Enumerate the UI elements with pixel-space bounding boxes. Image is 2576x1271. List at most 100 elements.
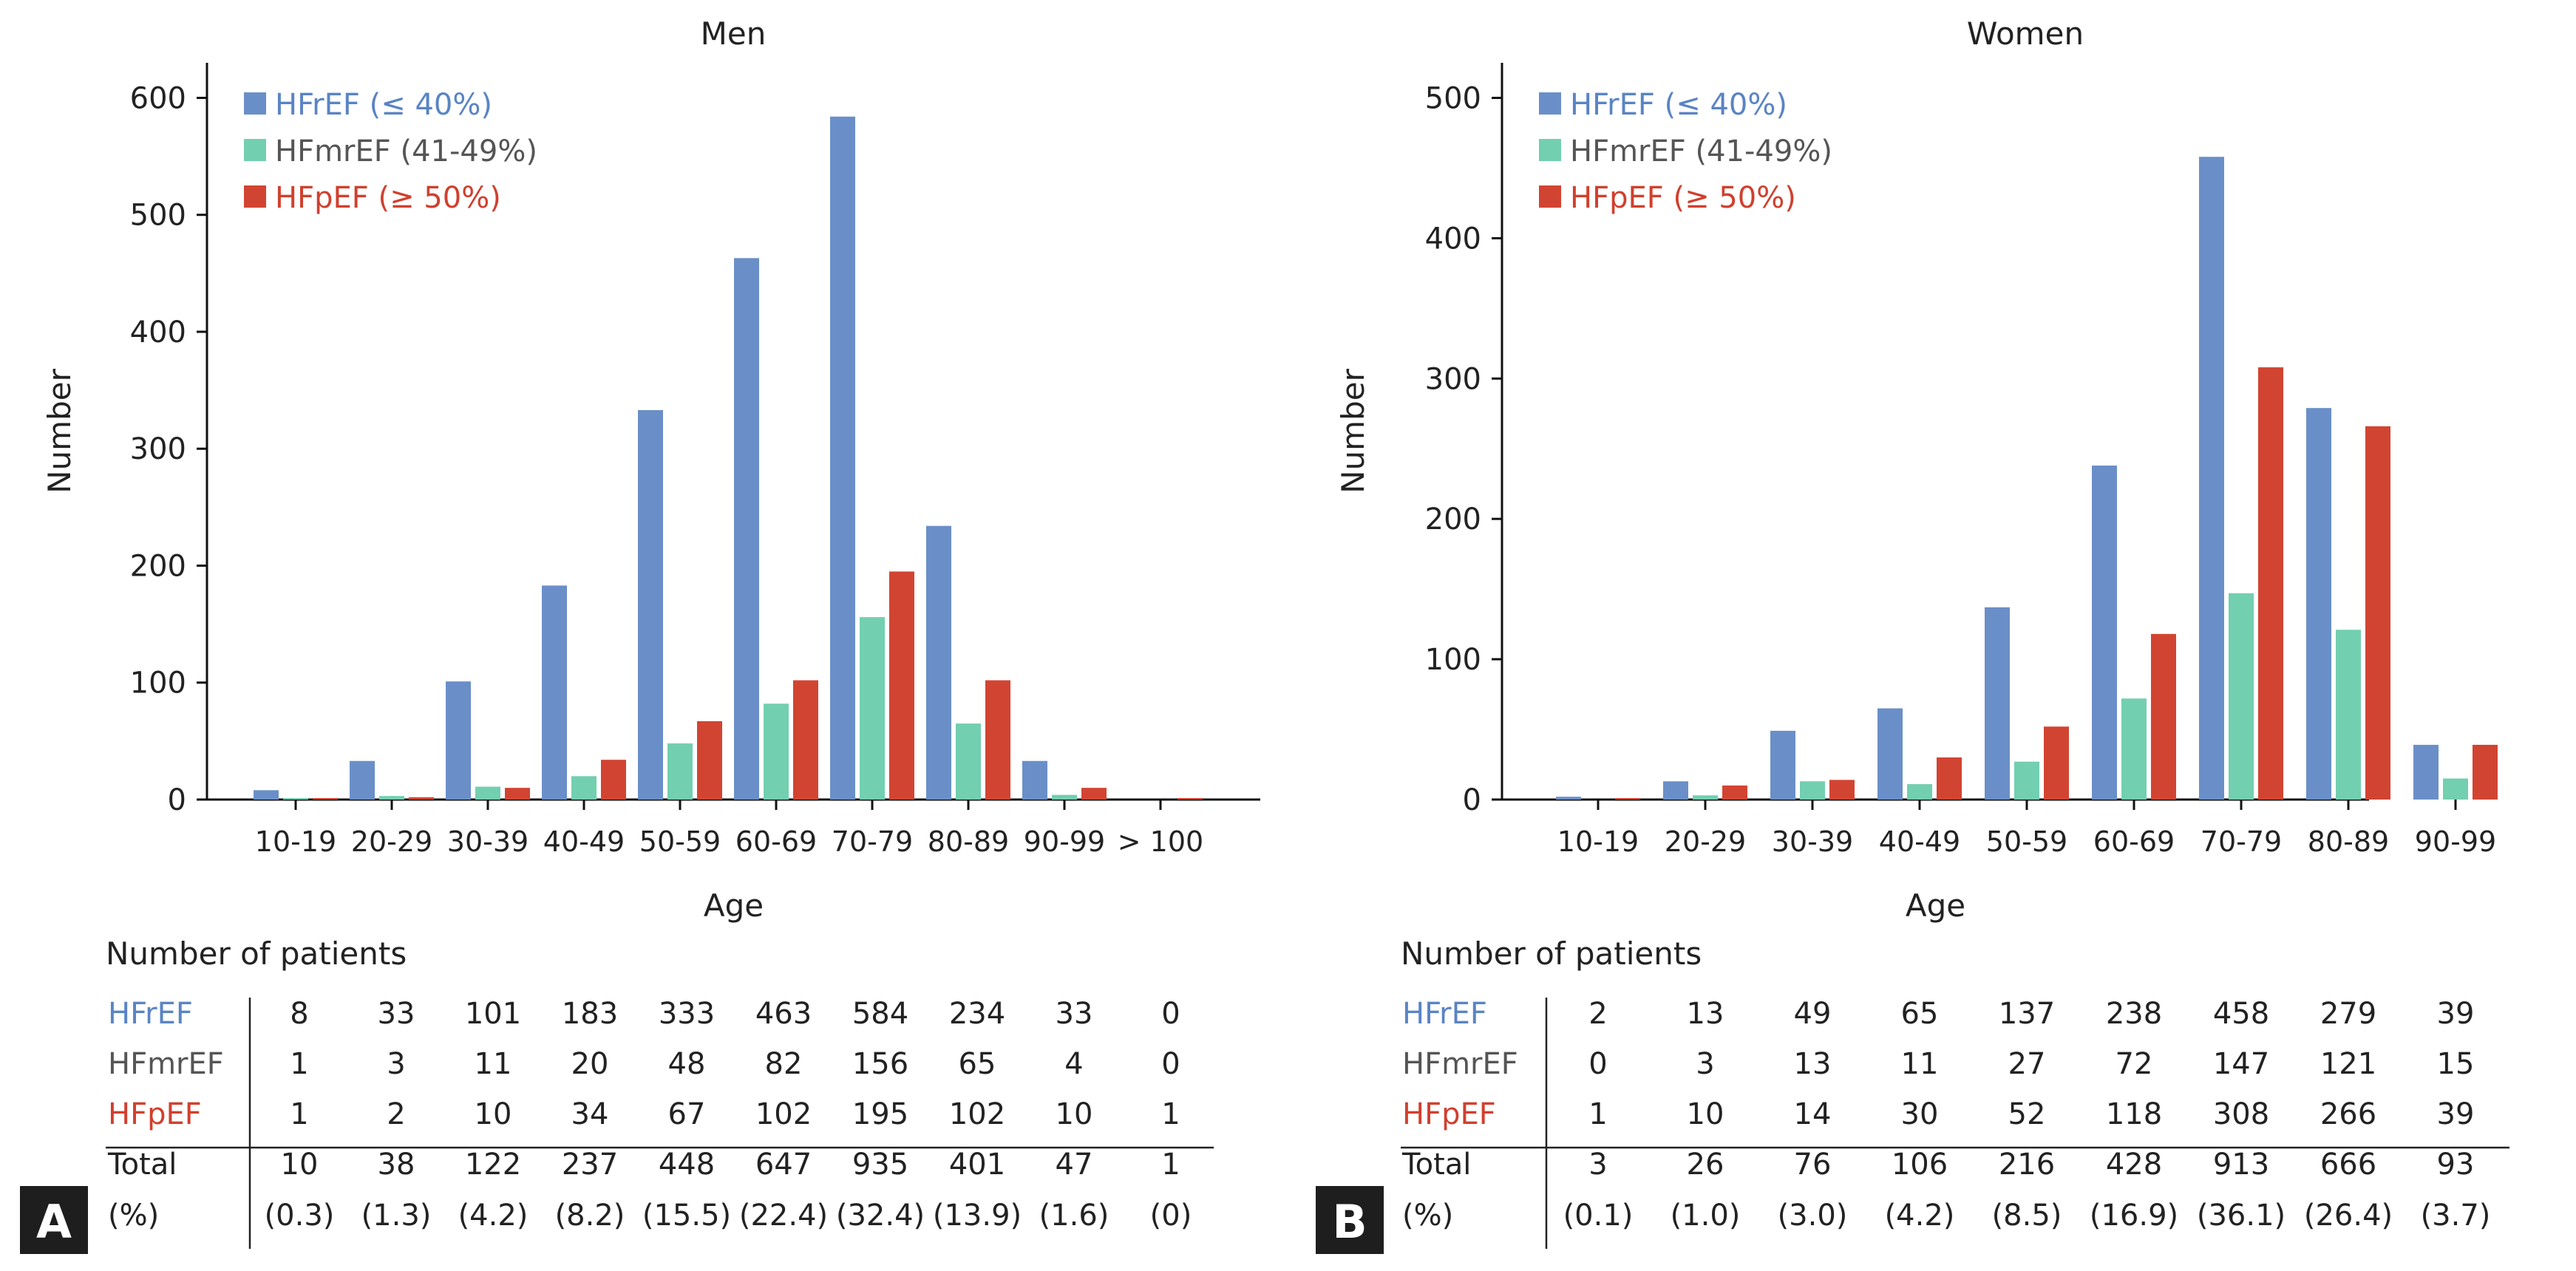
bar-hfpef-8089: [985, 680, 1010, 800]
table-cell: 137: [1999, 997, 2055, 1031]
table-cell: 2: [387, 1097, 405, 1131]
bar-hfref-4049: [542, 585, 567, 800]
table-cell: 308: [2213, 1097, 2269, 1131]
y-tick-label: 100: [1425, 643, 1481, 677]
table-cell: 333: [659, 997, 715, 1031]
x-tick-label: 80-89: [2308, 825, 2389, 858]
table-row-label: HFpEF: [1402, 1097, 1496, 1131]
table-row-label: HFrEF: [108, 997, 193, 1031]
table-cell: 82: [765, 1047, 803, 1081]
table-cell: 38: [378, 1148, 415, 1182]
x-tick-label: 90-99: [2415, 825, 2496, 858]
table-cell: 121: [2320, 1047, 2376, 1081]
table-cell: 39: [2437, 1097, 2475, 1131]
bar-hfpef-100: [1177, 798, 1203, 800]
bar-hfref-1019: [1556, 797, 1581, 800]
table-cell: 27: [2008, 1047, 2046, 1081]
table-cell: 11: [1901, 1047, 1939, 1081]
table-cell: 122: [465, 1148, 521, 1182]
table-cell: 0: [1161, 1047, 1180, 1081]
bar-hfmref-6069: [2121, 698, 2147, 800]
table-cell: 101: [465, 997, 521, 1031]
y-tick-label: 0: [1463, 783, 1481, 817]
table-cell: 1: [1588, 1097, 1607, 1131]
bar-hfmref-7079: [2229, 593, 2254, 800]
bar-hfpef-8089: [2365, 426, 2390, 800]
bar-hfmref-8089: [956, 723, 981, 800]
table-cell: 76: [1794, 1148, 1832, 1182]
legend-swatch-hfmref: [244, 139, 266, 161]
table-cell: 266: [2320, 1097, 2376, 1131]
table-heading: Number of patients: [1401, 936, 1702, 972]
table-cell: 65: [1901, 997, 1939, 1031]
table-cell: 26: [1687, 1148, 1724, 1182]
bar-hfpef-2029: [409, 797, 434, 800]
legend-label-hfpef: HFpEF (≥ 50%): [275, 181, 501, 215]
x-tick-label: 20-29: [351, 825, 432, 858]
bar-hfpef-6069: [793, 680, 818, 800]
legend-swatch-hfpef: [1539, 185, 1561, 208]
table-row-label: HFpEF: [108, 1097, 202, 1131]
table-cell: 10: [475, 1097, 512, 1131]
table-cell: 13: [1794, 1047, 1832, 1081]
table-cell: 913: [2213, 1148, 2269, 1182]
table-cell: 34: [571, 1097, 609, 1131]
table-cell: 195: [852, 1097, 908, 1131]
table-cell: (8.2): [555, 1199, 625, 1233]
panel-badge: [20, 1186, 88, 1254]
table-cell: (36.1): [2197, 1199, 2286, 1233]
table-cell: (1.6): [1039, 1199, 1109, 1233]
table-cell: 102: [949, 1097, 1005, 1131]
y-tick-label: 300: [130, 432, 186, 466]
x-tick-label: 40-49: [543, 825, 625, 858]
table-cell: 463: [755, 997, 812, 1031]
bar-hfref-8089: [2306, 408, 2331, 800]
bar-hfref-6069: [734, 258, 759, 800]
y-tick-label: 200: [130, 549, 186, 583]
table-cell: 13: [1687, 997, 1724, 1031]
bar-hfref-9099: [1022, 760, 1047, 800]
table-row-label: (%): [1402, 1199, 1453, 1233]
legend-label-hfref: HFrEF (≤ 40%): [275, 88, 492, 122]
bar-hfmref-3039: [475, 786, 500, 800]
table-cell: 65: [959, 1047, 996, 1081]
bar-hfmref-8089: [2336, 630, 2361, 800]
bar-hfpef-9099: [1081, 788, 1107, 800]
bar-hfref-7079: [830, 116, 855, 800]
y-tick-label: 500: [130, 199, 186, 233]
x-axis-label: Age: [1906, 887, 1965, 924]
legend-label-hfmref: HFmrEF (41-49%): [1570, 134, 1832, 168]
table-cell: 401: [949, 1148, 1005, 1182]
table-cell: 584: [852, 997, 908, 1031]
y-tick-label: 100: [130, 667, 186, 701]
table-cell: (32.4): [836, 1199, 925, 1233]
bar-hfpef-4049: [601, 760, 626, 800]
table-cell: 448: [659, 1148, 715, 1182]
table-cell: (0.1): [1563, 1199, 1634, 1233]
table-cell: (13.9): [933, 1199, 1022, 1233]
table-cell: 4: [1064, 1047, 1083, 1081]
table-cell: 237: [562, 1148, 618, 1182]
table-row-label: HFrEF: [1402, 997, 1487, 1031]
bar-hfpef-7079: [889, 571, 914, 800]
table-cell: 216: [1999, 1148, 2055, 1182]
panel-badge: [1316, 1186, 1384, 1254]
table-cell: (26.4): [2304, 1199, 2393, 1233]
table-cell: 11: [475, 1047, 512, 1081]
bar-hfref-7079: [2199, 157, 2224, 800]
bar-hfref-8089: [926, 525, 951, 800]
table-cell: 10: [1056, 1097, 1093, 1131]
table-cell: 156: [852, 1047, 908, 1081]
legend-swatch-hfpef: [244, 185, 266, 208]
bar-hfref-2029: [350, 760, 375, 800]
chart-title: Men: [701, 16, 767, 52]
bar-hfref-9099: [2413, 744, 2439, 800]
table-cell: (1.3): [361, 1199, 432, 1233]
table-cell: 47: [1056, 1148, 1093, 1182]
table-heading: Number of patients: [106, 936, 407, 972]
table-row-label: Total: [107, 1148, 177, 1182]
x-tick-label: 40-49: [1879, 825, 1960, 858]
bar-hfmref-5059: [667, 743, 693, 800]
